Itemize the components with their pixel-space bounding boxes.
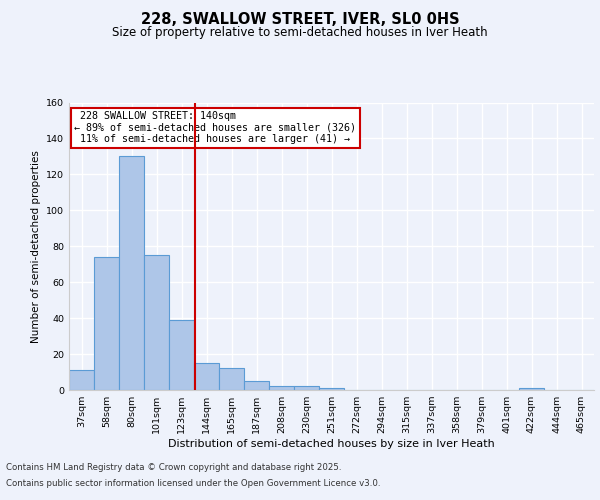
Bar: [244, 381, 269, 390]
Y-axis label: Number of semi-detached properties: Number of semi-detached properties: [31, 150, 41, 342]
Text: Contains public sector information licensed under the Open Government Licence v3: Contains public sector information licen…: [6, 478, 380, 488]
Bar: [269, 386, 294, 390]
Bar: [294, 386, 319, 390]
Bar: [319, 388, 344, 390]
Text: 228 SWALLOW STREET: 140sqm
← 89% of semi-detached houses are smaller (326)
 11% : 228 SWALLOW STREET: 140sqm ← 89% of semi…: [74, 111, 356, 144]
Bar: [94, 257, 119, 390]
Bar: [519, 388, 544, 390]
Bar: [194, 363, 219, 390]
X-axis label: Distribution of semi-detached houses by size in Iver Heath: Distribution of semi-detached houses by …: [168, 439, 495, 449]
Bar: [219, 368, 244, 390]
Text: Contains HM Land Registry data © Crown copyright and database right 2025.: Contains HM Land Registry data © Crown c…: [6, 464, 341, 472]
Bar: [119, 156, 144, 390]
Text: 228, SWALLOW STREET, IVER, SL0 0HS: 228, SWALLOW STREET, IVER, SL0 0HS: [140, 12, 460, 28]
Bar: [169, 320, 194, 390]
Bar: [144, 255, 169, 390]
Text: Size of property relative to semi-detached houses in Iver Heath: Size of property relative to semi-detach…: [112, 26, 488, 39]
Bar: [69, 370, 94, 390]
